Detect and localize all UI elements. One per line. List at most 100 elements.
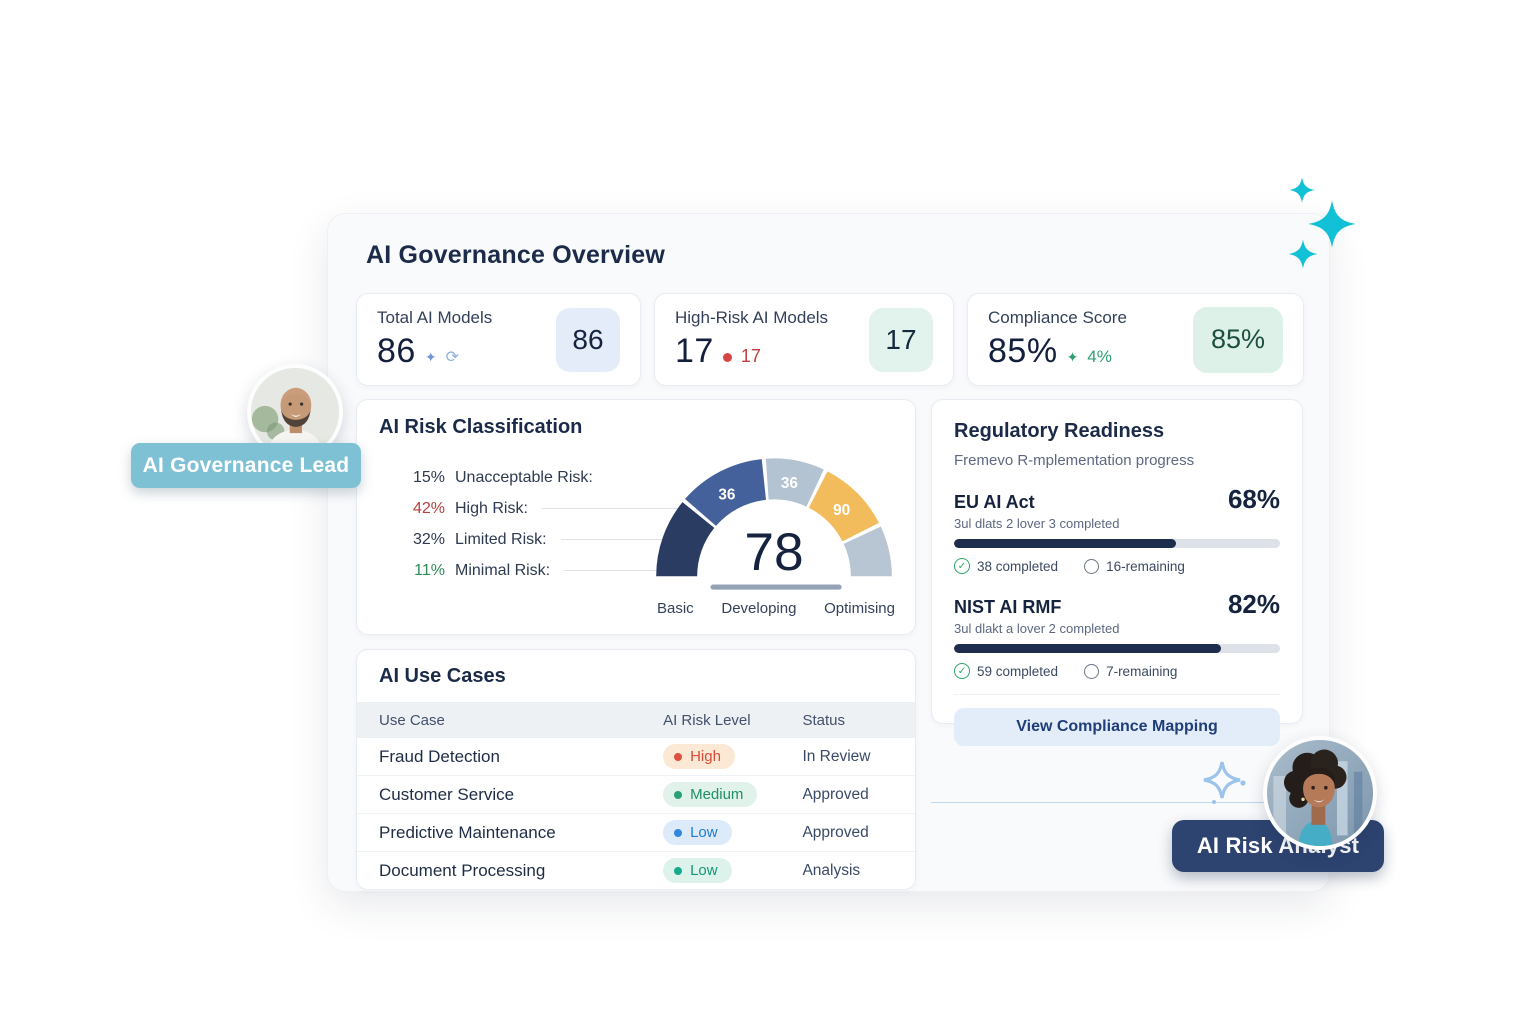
risk-dot-icon <box>674 866 683 875</box>
risk-level-badge: Low <box>663 820 732 845</box>
panel-subtitle: Fremevo R-mplementation progress <box>954 452 1195 469</box>
table-row: Fraud Detection High In Review <box>357 738 915 776</box>
risk-dot-icon <box>674 790 683 799</box>
framework-note: 3ul dlakt a lover 2 completed <box>954 621 1120 636</box>
governance-lead-badge: AI Governance Lead <box>131 443 361 488</box>
use-cases-table: Use Case AI Risk Level Status Fraud Dete… <box>357 702 915 889</box>
table-row: Document Processing Low Analysis <box>357 852 915 889</box>
divider <box>954 694 1280 695</box>
avatar-image <box>1267 740 1373 846</box>
risk-level-badge: Medium <box>663 782 758 807</box>
use-case-name: Predictive Maintenance <box>379 822 556 842</box>
remaining-label: 7-remaining <box>1106 663 1178 679</box>
risk-level-badge: Low <box>663 858 732 883</box>
sparkle-icon <box>1289 177 1315 203</box>
completed-label: 59 completed <box>977 663 1059 679</box>
table-row: Predictive Maintenance Low Approved <box>357 814 915 852</box>
risk-dot-icon <box>674 828 683 837</box>
sparkle-icon: ✦ <box>1066 349 1079 365</box>
alert-dot-icon <box>722 353 732 362</box>
status-label: In Review <box>802 747 871 765</box>
progress-bar <box>954 539 1280 548</box>
gauge-scale-label: Optimising <box>824 600 895 617</box>
remaining-label: 16-remaining <box>1106 558 1185 574</box>
empty-circle-icon <box>1084 663 1100 679</box>
decorative-line <box>931 802 1264 803</box>
refresh-icon: ⟳ <box>445 349 459 366</box>
stat-value: 17 <box>675 332 714 370</box>
sparkle-outline-icon <box>1203 761 1246 804</box>
legend-connector <box>541 508 687 509</box>
progress-fill <box>954 644 1222 653</box>
gauge-scale-label: Basic <box>657 600 694 617</box>
stat-badge: 86 <box>556 307 620 372</box>
framework-percentage: 82% <box>1227 589 1280 619</box>
stat-badge: 85% <box>1193 306 1283 373</box>
sparkle-icon: ✦ <box>424 349 437 365</box>
table-row: Customer Service Medium Approved <box>357 776 915 814</box>
column-header: Use Case <box>379 711 445 729</box>
legend-label: Limited Risk: <box>455 530 547 548</box>
stat-delta: 17 <box>740 346 761 366</box>
legend-item: 11% Minimal Risk: <box>397 555 687 586</box>
status-label: Approved <box>802 785 869 803</box>
status-label: Analysis <box>802 861 861 879</box>
avatar-risk-analyst <box>1263 736 1377 850</box>
stat-card-high-risk-models: High-Risk AI Models 17 17 17 <box>654 293 954 386</box>
stat-value: 85% <box>988 332 1058 370</box>
risk-level-label: Low <box>690 824 718 841</box>
legend-label: Unacceptable Risk: <box>455 468 593 486</box>
column-header: Status <box>802 711 845 729</box>
legend-connector <box>560 539 687 540</box>
risk-level-label: High <box>690 748 721 765</box>
risk-legend: 15% Unacceptable Risk: 42% High Risk: 32… <box>397 462 687 586</box>
progress-bar <box>954 644 1280 653</box>
framework-nist-ai-rmf: NIST AI RMF 82% 3ul dlakt a lover 2 comp… <box>954 589 1280 679</box>
risk-level-label: Medium <box>690 786 744 803</box>
framework-eu-ai-act: EU AI Act 68% 3ul dlats 2 lover 3 comple… <box>954 484 1280 574</box>
gauge-segment-label: 36 <box>781 475 798 492</box>
legend-pct: 11% <box>414 561 445 579</box>
use-case-name: Document Processing <box>379 860 546 880</box>
stat-value: 86 <box>377 332 416 370</box>
column-header: AI Risk Level <box>663 711 751 729</box>
gauge-baseline <box>710 584 842 590</box>
legend-item: 32% Limited Risk: <box>397 524 687 555</box>
stat-label: Total AI Models <box>377 308 493 327</box>
table-header: Use Case AI Risk Level Status <box>357 702 915 738</box>
framework-name: NIST AI RMF <box>954 597 1062 617</box>
completed-count: ✓ 38 completed <box>954 558 1058 574</box>
check-circle-icon: ✓ <box>954 558 970 574</box>
stat-card-total-models: Total AI Models 86 ✦ ⟳ 86 <box>356 293 641 386</box>
risk-level-badge: High <box>663 744 735 769</box>
view-compliance-mapping-button[interactable]: View Compliance Mapping <box>954 708 1280 746</box>
gauge-value: 78 <box>744 523 803 582</box>
risk-classification-panel: AI Risk Classification 15% Unacceptable … <box>356 399 916 635</box>
remaining-count: 7-remaining <box>1084 663 1178 679</box>
stats-row: Total AI Models 86 ✦ ⟳ 86 High-Risk AI M… <box>356 293 1304 386</box>
panel-title: Regulatory Readiness <box>954 420 1165 442</box>
page-title: AI Governance Overview <box>366 241 665 269</box>
use-case-name: Fraud Detection <box>379 746 500 766</box>
framework-name: EU AI Act <box>954 492 1035 512</box>
legend-item: 15% Unacceptable Risk: <box>397 462 687 493</box>
gauge-segment-label: 90 <box>833 502 850 519</box>
legend-pct: 42% <box>412 499 445 517</box>
dashboard-card: AI Governance Overview Total AI Models 8… <box>327 213 1330 892</box>
framework-note: 3ul dlats 2 lover 3 completed <box>954 516 1120 531</box>
completed-count: ✓ 59 completed <box>954 663 1058 679</box>
legend-label: Minimal Risk: <box>455 561 551 579</box>
completed-label: 38 completed <box>977 558 1059 574</box>
check-circle-icon: ✓ <box>954 663 970 679</box>
stat-label: Compliance Score <box>988 308 1127 327</box>
framework-percentage: 68% <box>1227 484 1280 514</box>
stat-card-compliance-score: Compliance Score 85% ✦ 4% 85% <box>967 293 1304 386</box>
stat-label: High-Risk AI Models <box>675 308 829 327</box>
gauge-scale: Basic Developing Optimising <box>649 598 899 617</box>
gauge-scale-label: Developing <box>721 600 797 617</box>
legend-item: 42% High Risk: <box>397 493 687 524</box>
status-label: Approved <box>802 823 869 841</box>
empty-circle-icon <box>1084 558 1100 574</box>
legend-connector <box>564 570 687 571</box>
